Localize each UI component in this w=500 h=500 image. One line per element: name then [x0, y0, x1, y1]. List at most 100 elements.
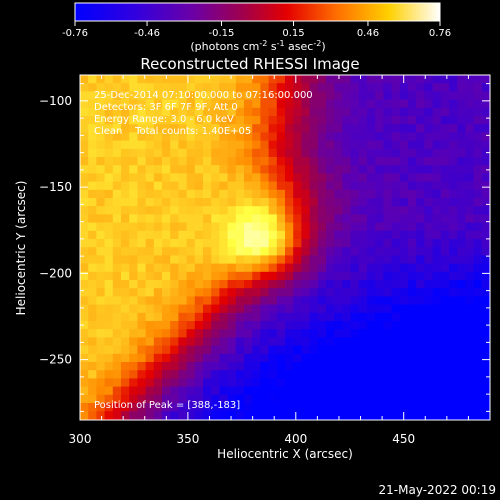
heatmap-cell — [244, 230, 253, 240]
heatmap-cell — [358, 239, 368, 248]
heatmap-cell — [268, 206, 278, 215]
heatmap-cell — [88, 247, 97, 256]
heatmap-cell — [244, 255, 253, 264]
heatmap-cell — [252, 132, 261, 141]
heatmap-cell — [80, 304, 89, 314]
heatmap-cell — [358, 329, 368, 338]
heatmap-cell — [260, 124, 269, 133]
heatmap-cell — [457, 362, 466, 371]
heatmap-cell — [465, 271, 474, 281]
heatmap-cell — [399, 280, 409, 289]
heatmap-cell — [440, 148, 450, 158]
colorbar-tick-label: 0.15 — [282, 28, 304, 39]
heatmap-cell — [317, 239, 327, 248]
heatmap-cell — [153, 337, 163, 346]
heatmap-cell — [112, 124, 122, 133]
heatmap-cell — [391, 157, 401, 166]
heatmap-cell — [358, 271, 368, 281]
heatmap-cell — [121, 124, 130, 133]
annotation-block: 25-Dec-2014 07:10:00.000 to 07:16:00.000… — [94, 90, 313, 137]
heatmap-cell — [424, 255, 433, 264]
heatmap-cell — [457, 157, 466, 166]
heatmap-cell — [309, 411, 319, 420]
heatmap-cell — [473, 83, 483, 92]
heatmap-cell — [342, 181, 351, 191]
heatmap-cell — [293, 362, 302, 371]
heatmap-cell — [170, 173, 179, 182]
heatmap-cell — [252, 296, 261, 305]
heatmap-cell — [170, 189, 179, 199]
heatmap-cell — [334, 91, 343, 100]
heatmap-cell — [334, 345, 343, 355]
heatmap-cell — [186, 312, 196, 322]
heatmap-cell — [375, 386, 384, 396]
heatmap-cell — [153, 91, 163, 100]
heatmap-cell — [490, 149, 499, 158]
heatmap-cell — [104, 124, 114, 133]
heatmap-cell — [227, 288, 237, 297]
heatmap-cell — [88, 75, 97, 84]
heatmap-cell — [153, 321, 163, 330]
heatmap-cell — [252, 353, 261, 363]
heatmap-cell — [432, 419, 442, 420]
heatmap-cell — [432, 288, 442, 297]
heatmap-cell — [309, 321, 319, 330]
heatmap-cell — [252, 157, 261, 166]
heatmap-cell — [162, 386, 171, 396]
heatmap-cell — [449, 165, 458, 174]
heatmap-cell — [276, 255, 286, 264]
heatmap-cell — [260, 116, 269, 125]
heatmap-cell — [129, 222, 138, 232]
heatmap-cell — [178, 83, 187, 92]
heatmap-cell — [350, 230, 360, 240]
heatmap-cell — [260, 419, 269, 420]
heatmap-cell — [194, 345, 204, 355]
heatmap-cell — [276, 116, 286, 125]
heatmap-cell — [440, 99, 450, 109]
heatmap-cell — [416, 83, 425, 92]
heatmap-cell — [367, 99, 376, 109]
heatmap-cell — [309, 75, 319, 84]
heatmap-cell — [367, 337, 376, 346]
heatmap-cell — [334, 75, 343, 84]
heatmap-cell — [408, 91, 417, 100]
heatmap-cell — [112, 312, 122, 322]
heatmap-cell — [244, 107, 253, 117]
heatmap-cell — [170, 263, 179, 273]
heatmap-cell — [121, 116, 130, 125]
heatmap-cell — [399, 206, 409, 215]
heatmap-cell — [96, 247, 105, 256]
heatmap-cell — [367, 116, 376, 125]
heatmap-cell — [342, 394, 351, 404]
heatmap-cell — [203, 288, 212, 297]
heatmap-cell — [178, 403, 187, 412]
heatmap-cell — [383, 230, 392, 240]
heatmap-cell — [383, 173, 392, 182]
heatmap-cell — [178, 353, 187, 363]
heatmap-cell — [399, 173, 409, 182]
heatmap-cell — [96, 157, 105, 166]
heatmap-cell — [432, 247, 442, 256]
heatmap-cell — [375, 255, 384, 264]
heatmap-cell — [350, 345, 360, 355]
heatmap-cell — [367, 419, 376, 420]
heatmap-cell — [424, 280, 433, 289]
heatmap-cell — [219, 181, 228, 191]
heatmap-cell — [350, 378, 360, 387]
heatmap-cell — [473, 132, 483, 141]
heatmap-cell — [473, 370, 483, 379]
heatmap-cell — [375, 247, 384, 256]
heatmap-cell — [203, 304, 212, 314]
heatmap-cell — [317, 181, 327, 191]
heatmap-cell — [367, 222, 376, 232]
heatmap-cell — [145, 198, 155, 207]
heatmap-cell — [383, 312, 392, 322]
heatmap-cell — [342, 198, 351, 207]
heatmap-cell — [326, 124, 335, 133]
heatmap-cell — [129, 148, 138, 158]
heatmap-cell — [112, 181, 122, 191]
heatmap-cell — [358, 173, 368, 182]
heatmap-cell — [260, 271, 269, 281]
heatmap-cell — [153, 280, 163, 289]
heatmap-cell — [375, 288, 384, 297]
